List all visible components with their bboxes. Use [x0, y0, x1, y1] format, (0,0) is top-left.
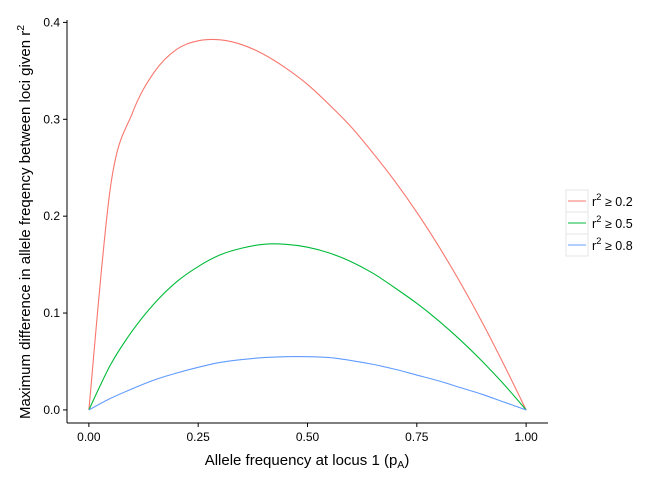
x-axis-title: Allele frequency at locus 1 (pA) [205, 452, 410, 471]
legend-label: r2 ≥ 0.2 [592, 192, 633, 209]
x-tick-label: 0.50 [296, 430, 320, 444]
legend-label: r2 ≥ 0.5 [592, 214, 633, 231]
axes [66, 20, 548, 424]
series-line-2 [88, 355, 527, 411]
legend: r2 ≥ 0.2 r2 ≥ 0.5 r2 ≥ 0.8 [565, 189, 633, 257]
x-tick-label: 0.25 [187, 430, 211, 444]
y-tick-label: 0.2 [43, 209, 60, 223]
y-axis-title: Maximum difference in allele freqency be… [15, 25, 34, 419]
series-line-1 [88, 243, 527, 411]
series-line-0 [88, 38, 527, 411]
x-tick-label: 1.00 [514, 430, 538, 444]
y-tick-label: 0.0 [43, 403, 60, 417]
series-layer [88, 38, 527, 411]
y-tick-label: 0.4 [43, 15, 60, 29]
y-tick-label: 0.1 [43, 306, 60, 320]
y-tick-label: 0.3 [43, 112, 60, 126]
legend-label: r2 ≥ 0.8 [592, 236, 633, 253]
ticks: 0.00 0.25 0.50 0.75 1.00 0.0 0.1 0.2 0.3 0.4 [43, 15, 538, 444]
x-tick-label: 0.75 [405, 430, 429, 444]
x-tick-label: 0.00 [77, 430, 101, 444]
